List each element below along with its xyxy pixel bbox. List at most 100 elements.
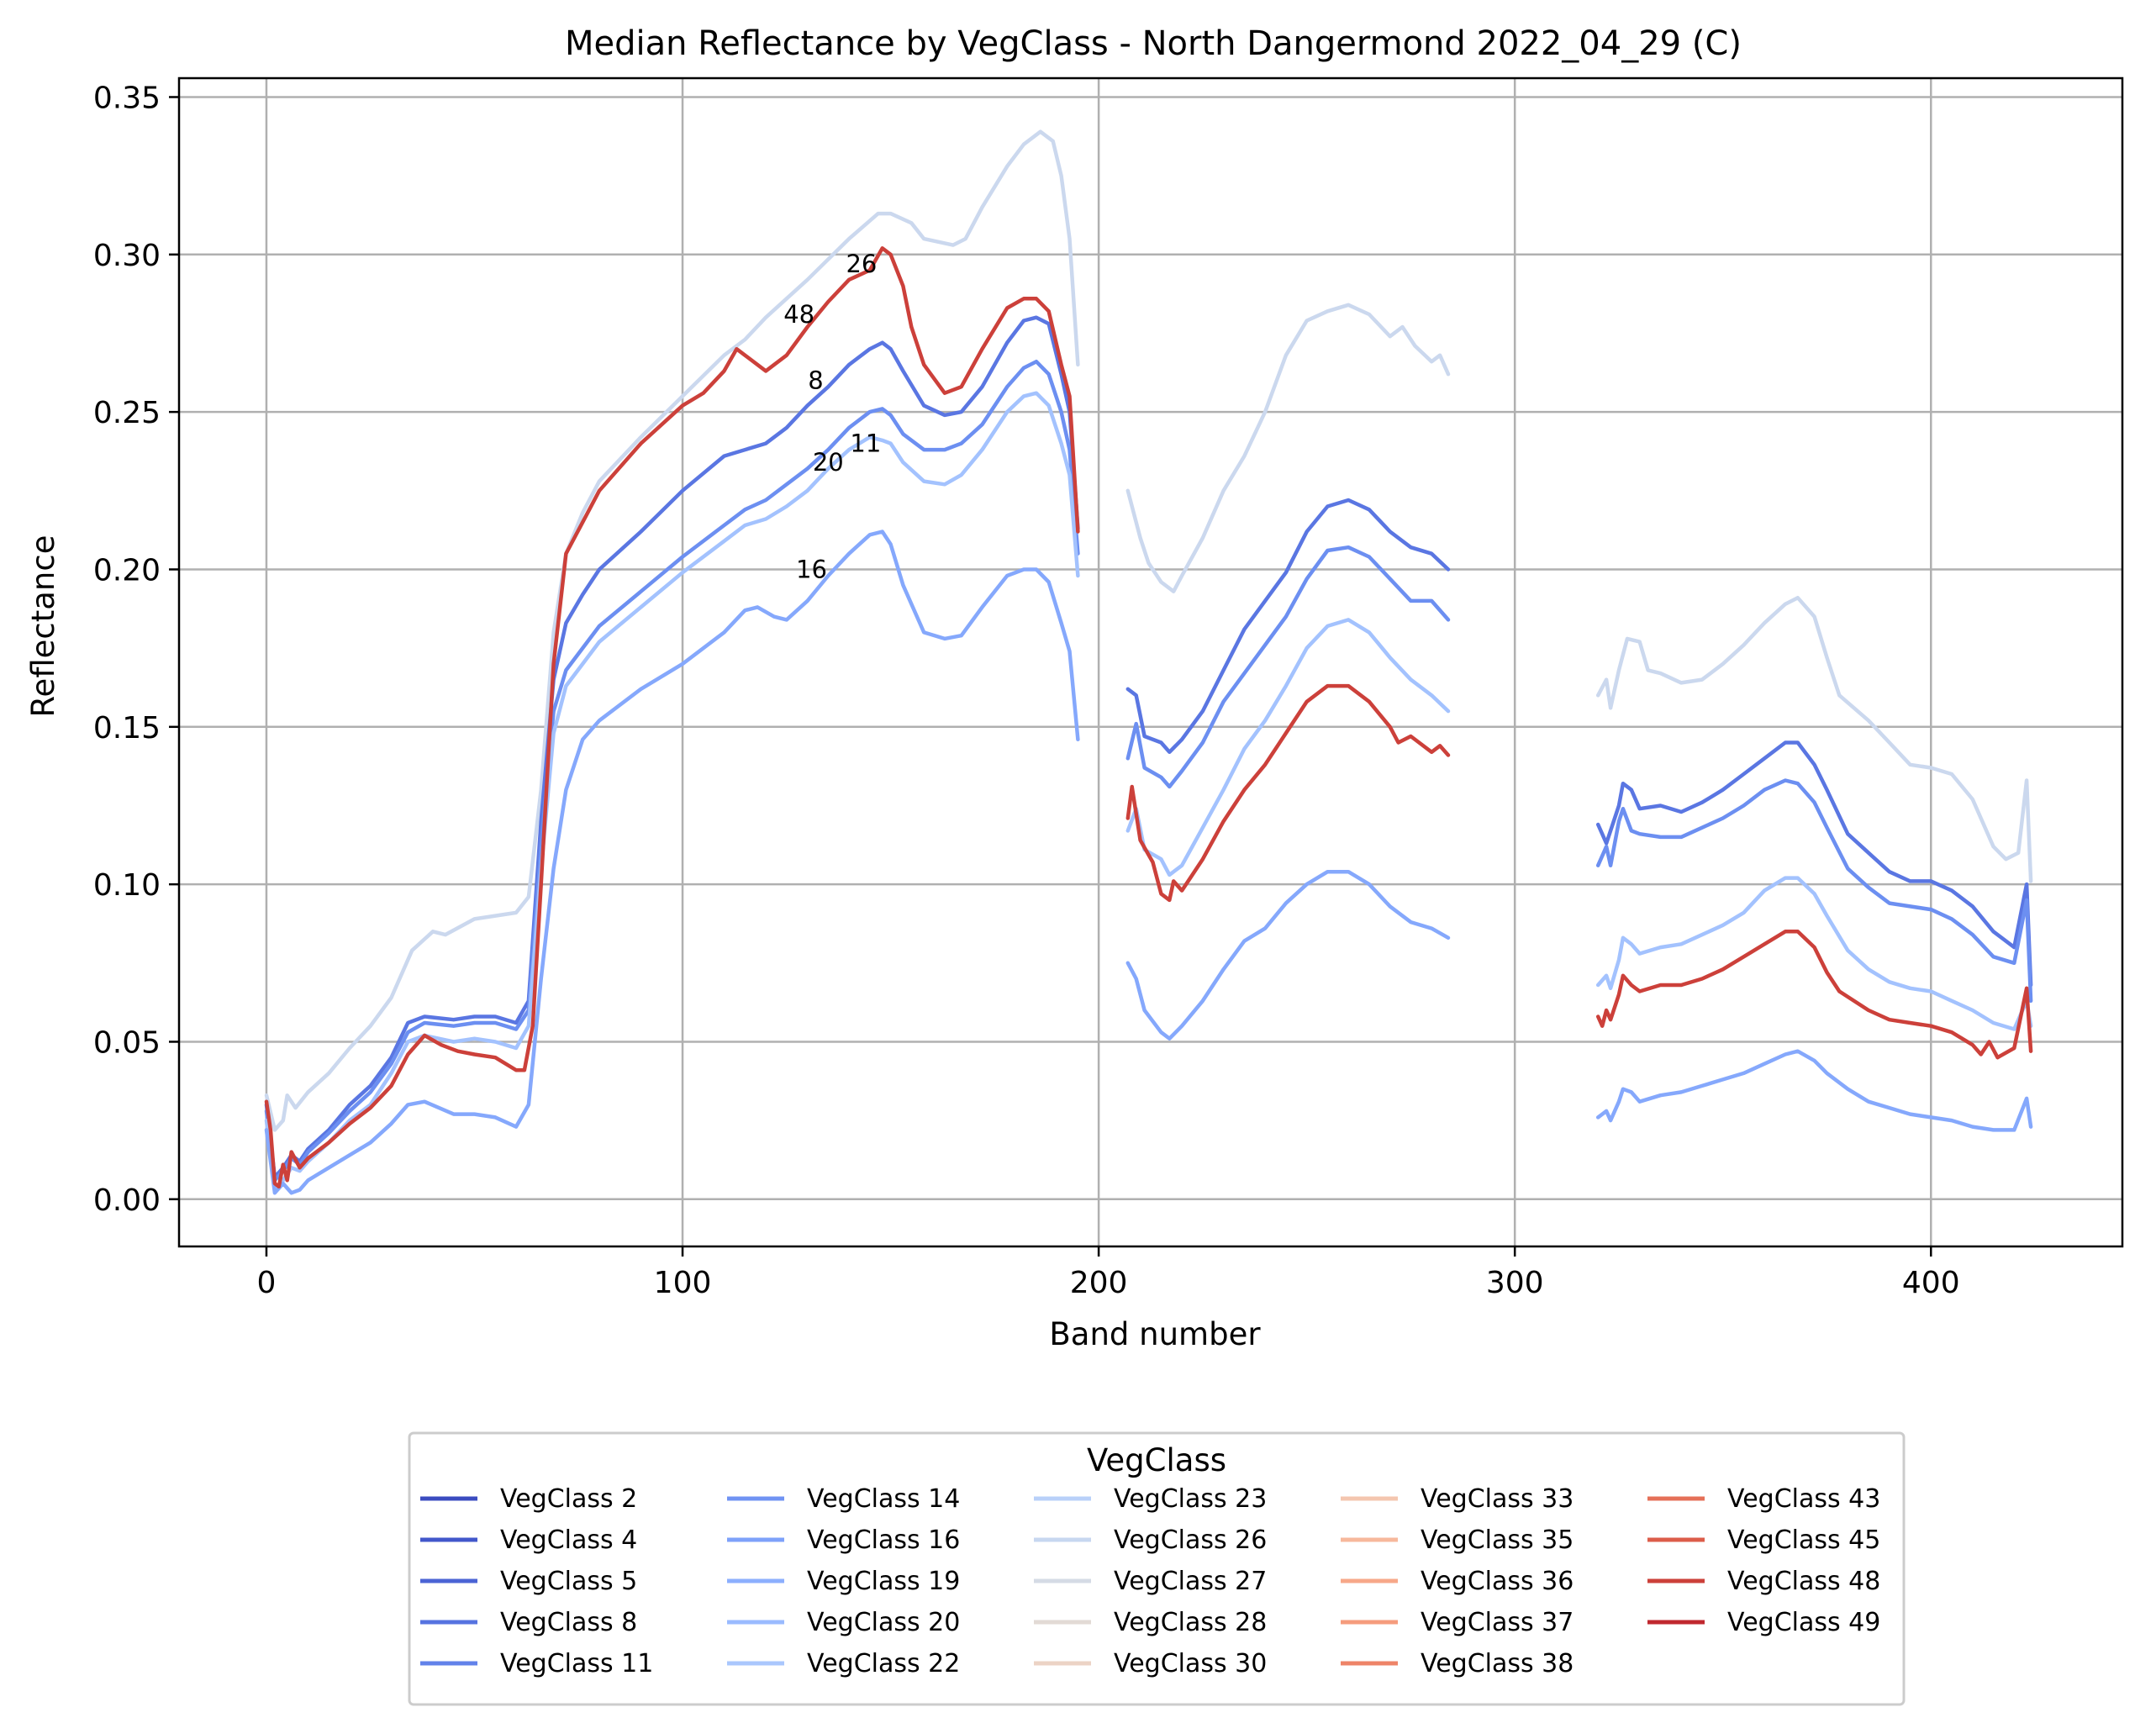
plot-background — [179, 78, 2122, 1246]
y-axis-label: Reflectance — [25, 535, 61, 718]
legend-item: VegClass 45 — [1647, 1525, 1880, 1555]
series-vegclass-20 — [264, 391, 2033, 1192]
series-group — [264, 129, 2033, 1195]
series-vegclass-11 — [264, 359, 2033, 1183]
legend-item: VegClass 48 — [1647, 1567, 1880, 1596]
legend-label: VegClass 35 — [1421, 1525, 1574, 1555]
legend-label: VegClass 8 — [500, 1608, 637, 1637]
legend-label: VegClass 5 — [500, 1567, 637, 1596]
legend-label: VegClass 45 — [1727, 1525, 1880, 1555]
chart-title: Median Reflectance by VegClass - North D… — [565, 24, 1742, 63]
legend-label: VegClass 27 — [1114, 1567, 1267, 1596]
legend-label: VegClass 26 — [1114, 1525, 1267, 1555]
line-annotation: 16 — [796, 555, 827, 583]
legend-item: VegClass 2 — [420, 1484, 637, 1514]
legend-item: VegClass 23 — [1034, 1484, 1267, 1514]
legend-item: VegClass 35 — [1341, 1525, 1574, 1555]
series-vegclass-48 — [264, 246, 2033, 1189]
legend-item: VegClass 22 — [727, 1649, 960, 1678]
series-line-segment — [1125, 618, 1451, 877]
plot-border — [177, 76, 2124, 1248]
legend-item: VegClass 4 — [420, 1525, 637, 1555]
x-tick-label: 100 — [654, 1266, 712, 1300]
series-line-segment — [1125, 498, 1451, 755]
grid-lines — [179, 78, 2122, 1246]
legend-item: VegClass 19 — [727, 1567, 960, 1596]
y-tick-label: 0.00 — [93, 1183, 161, 1218]
legend-label: VegClass 36 — [1421, 1567, 1574, 1596]
series-vegclass-26 — [264, 129, 2033, 1132]
series-line-segment — [1125, 303, 1451, 593]
legend-label: VegClass 37 — [1421, 1608, 1574, 1637]
legend-item: VegClass 5 — [420, 1567, 637, 1596]
legend-label: VegClass 38 — [1421, 1649, 1574, 1678]
legend-item: VegClass 37 — [1341, 1608, 1574, 1637]
legend-label: VegClass 30 — [1114, 1649, 1267, 1678]
series-line-segment — [1595, 876, 2033, 1031]
series-line-segment — [1595, 778, 2033, 1004]
series-line-segment — [1125, 545, 1451, 789]
legend-item: VegClass 43 — [1647, 1484, 1880, 1514]
series-line-segment — [264, 530, 1080, 1195]
legend-label: VegClass 43 — [1727, 1484, 1880, 1514]
series-vegclass-16 — [264, 530, 2033, 1195]
legend-item: VegClass 33 — [1341, 1484, 1574, 1514]
series-line-segment — [1595, 740, 2033, 988]
legend-label: VegClass 16 — [807, 1525, 960, 1555]
series-line-segment — [1125, 869, 1451, 1041]
plot-frame — [177, 76, 2124, 1248]
legend-item: VegClass 36 — [1341, 1567, 1574, 1596]
series-line-segment — [264, 391, 1080, 1192]
legend-label: VegClass 11 — [500, 1649, 653, 1678]
legend-item: VegClass 27 — [1034, 1567, 1267, 1596]
legend-label: VegClass 33 — [1421, 1484, 1574, 1514]
line-annotation: 26 — [846, 250, 877, 278]
legend-label: VegClass 49 — [1727, 1608, 1880, 1637]
plot-area — [179, 78, 2122, 1246]
y-tick-label: 0.20 — [93, 553, 161, 588]
series-line-segment — [1595, 930, 2033, 1060]
legend: VegClass VegClass 2 VegClass 4 VegClass 5 V… — [408, 1431, 1906, 1706]
legend-item: VegClass 26 — [1034, 1525, 1267, 1555]
y-tick-label: 0.05 — [93, 1025, 161, 1060]
legend-item: VegClass 14 — [727, 1484, 960, 1514]
y-tick-label: 0.25 — [93, 396, 161, 430]
legend-label: VegClass 48 — [1727, 1567, 1880, 1596]
legend-item: VegClass 11 — [420, 1649, 653, 1678]
legend-label: VegClass 14 — [807, 1484, 960, 1514]
legend-label: VegClass 4 — [500, 1525, 637, 1555]
x-axis-label: Band number — [1049, 1316, 1261, 1352]
line-annotation: 11 — [850, 429, 881, 458]
legend-label: VegClass 2 — [500, 1484, 637, 1514]
legend-item: VegClass 30 — [1034, 1649, 1267, 1678]
y-tick-label: 0.35 — [93, 81, 161, 115]
x-tick-label: 0 — [257, 1266, 277, 1300]
legend-box — [408, 1431, 1906, 1706]
line-annotation: 20 — [813, 448, 844, 477]
x-tick-label: 300 — [1486, 1266, 1544, 1300]
series-line-segment — [1125, 683, 1451, 903]
legend-item: VegClass 20 — [727, 1608, 960, 1637]
legend-label: VegClass 23 — [1114, 1484, 1267, 1514]
line-annotation: 48 — [783, 300, 814, 329]
legend-item: VegClass 38 — [1341, 1649, 1574, 1678]
y-tick-label: 0.15 — [93, 711, 161, 746]
legend-title: VegClass — [1087, 1442, 1226, 1478]
series-line-segment — [264, 315, 1080, 1179]
legend-label: VegClass 28 — [1114, 1608, 1267, 1637]
series-line-segment — [264, 246, 1080, 1189]
legend-item: VegClass 28 — [1034, 1608, 1267, 1637]
y-tick-label: 0.30 — [93, 239, 161, 273]
axis-ticks: 0 100 200 300 400 0.00 0.05 0.10 0.15 0.20 0.25 0.3… — [93, 81, 1960, 1300]
x-tick-label: 200 — [1070, 1266, 1128, 1300]
series-line-segment — [264, 129, 1080, 1132]
y-tick-label: 0.10 — [93, 868, 161, 903]
legend-item: VegClass 49 — [1647, 1608, 1880, 1637]
line-annotation: 8 — [808, 366, 823, 395]
legend-label: VegClass 20 — [807, 1608, 960, 1637]
series-line-segment — [264, 359, 1080, 1183]
series-line-segment — [1595, 595, 2033, 883]
x-tick-label: 400 — [1902, 1266, 1960, 1300]
